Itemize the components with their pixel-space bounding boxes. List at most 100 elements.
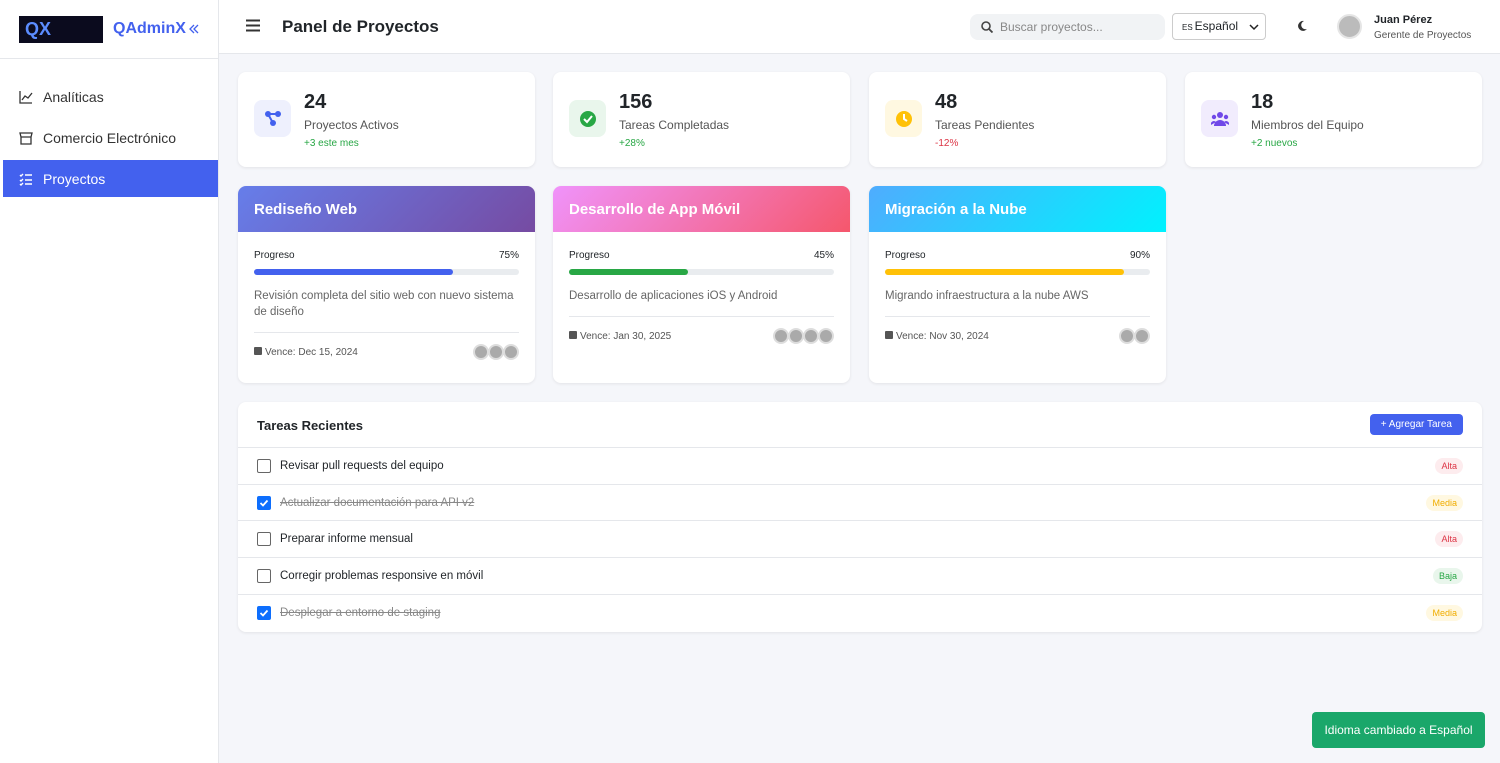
progress-row: Progreso 90% [885,250,1150,261]
task-checkbox[interactable] [257,458,271,473]
stat-value: 48 [935,91,958,113]
member-avatars [473,344,519,360]
stat-icon [254,100,291,137]
page-title: Panel de Proyectos [282,17,439,36]
task-checkbox[interactable] [257,568,271,583]
project-body: Progreso 75% Revisión completa del sitio w… [238,232,535,360]
progress-track [569,269,834,275]
member-avatar [803,328,819,344]
nav-item[interactable]: Comercio Electrónico [0,119,218,156]
task-text: Revisar pull requests del equipo [280,459,444,472]
progress-value: 75% [498,250,519,261]
nav-label: Proyectos [43,170,106,187]
progress-bar [569,269,689,275]
progress-track [885,269,1150,275]
language-code: ES [1182,23,1193,32]
due-date: Vence: Jan 30, 2025 [569,330,671,342]
progress-bar [885,269,1124,275]
brand-name: QAdminX [113,20,186,37]
project-description: Revisión completa del sitio web con nuev… [254,288,519,333]
language: Español [1194,19,1239,33]
header: Panel de Proyectos Buscar proyectos... E… [219,0,1500,54]
progress-value: 45% [813,250,834,261]
search[interactable]: Buscar proyectos... [970,14,1165,40]
stat-card: 48 Tareas Pendientes -12% [869,72,1166,167]
priority-badge: Media [1426,605,1463,622]
user-avatar[interactable] [1337,14,1362,39]
project-title: Desarrollo de App Móvil [553,186,850,232]
tasks-header: Tareas Recientes + Agregar Tarea [238,402,1482,448]
project-card[interactable]: Rediseño Web Progreso 75% Revisión completa… [238,186,535,383]
add-task-button[interactable]: + Agregar Tarea [1369,414,1463,435]
nav-label: Analíticas [43,88,104,105]
collapse-icon[interactable] [188,23,200,35]
brand: QX QAdminX [0,0,218,59]
theme-toggle[interactable] [1296,20,1308,32]
stat-value: 156 [619,91,653,113]
progress-label: Progreso [885,250,926,261]
project-description: Desarrollo de aplicaciones iOS y Android [569,288,834,317]
user-role: Gerente de Proyectos [1374,30,1472,41]
tasks-title: Tareas Recientes [257,418,363,433]
project-footer: Vence: Dec 15, 2024 [254,344,519,360]
project-card[interactable]: Desarrollo de App Móvil Progreso 45% Desarr… [553,186,850,383]
stat-card: 156 Tareas Completadas +28% [553,72,850,167]
member-avatars [773,328,834,344]
stat-change: +28% [619,138,645,149]
member-avatar [488,344,504,360]
task-item: Desplegar a entorno de staging Media [238,595,1482,632]
task-text: Preparar informe mensual [280,533,413,546]
nav-item[interactable]: Proyectos [0,160,218,197]
logo: QX [19,15,103,43]
stat-label: Tareas Pendientes [935,118,1035,132]
stat-icon [885,100,922,137]
progress-value: 90% [1129,250,1150,261]
task-checkbox[interactable] [257,606,271,621]
search-placeholder: Buscar proyectos... [1000,20,1103,34]
task-item: Revisar pull requests del equipo Alta [238,448,1482,485]
priority-badge: Alta [1435,457,1463,474]
project-body: Progreso 45% Desarrollo de aplicaciones iO… [553,232,850,344]
priority-badge: Media [1426,494,1463,511]
nav-label: Comercio Electrónico [43,129,177,146]
project-description: Migrando infraestructura a la nube AWS [885,288,1150,317]
stat-icon [1201,100,1238,137]
progress-track [254,269,519,275]
due-text: Vence: Jan 30, 2025 [580,331,672,342]
menu-toggle[interactable] [246,19,260,32]
member-avatars [1119,328,1150,344]
progress-label: Progreso [254,250,295,261]
nav: Analíticas Comercio Electrónico Proyectos [0,78,218,197]
stat-change: -12% [935,138,959,149]
stat-label: Miembros del Equipo [1251,118,1364,132]
member-avatar [773,328,789,344]
stat-value: 24 [304,91,327,113]
task-text: Desplegar a entorno de staging [280,607,441,620]
project-footer: Vence: Nov 30, 2024 [885,328,1150,344]
project-title: Migración a la Nube [869,186,1166,232]
stat-label: Tareas Completadas [619,118,730,132]
task-checkbox[interactable] [257,532,271,547]
task-item: Corregir problemas responsive en móvil Ba… [238,558,1482,595]
project-footer: Vence: Jan 30, 2025 [569,328,834,344]
task-item: Preparar informe mensual Alta [238,521,1482,559]
member-avatar [1134,328,1150,344]
stat-value: 18 [1251,91,1274,113]
language-select[interactable]: ES Español [1172,13,1266,40]
stat-card: 18 Miembros del Equipo +2 nuevos [1185,72,1482,167]
due-date: Vence: Nov 30, 2024 [885,330,989,342]
project-card[interactable]: Migración a la Nube Progreso 90% Migrando i… [869,186,1166,383]
task-checkbox[interactable] [257,495,271,510]
stat-change: +2 nuevos [1251,138,1298,149]
member-avatar [818,328,834,344]
progress-row: Progreso 45% [569,250,834,261]
priority-badge: Baja [1432,567,1463,584]
member-avatar [473,344,489,360]
due-text: Vence: Nov 30, 2024 [896,331,989,342]
task-item: Actualizar documentación para API v2 Medi… [238,485,1482,522]
member-avatar [1119,328,1135,344]
nav-item[interactable]: Analíticas [0,78,218,115]
tasks-card: Tareas Recientes + Agregar Tarea Revisar… [238,402,1482,632]
toast: Idioma cambiado a Español [1312,712,1485,748]
